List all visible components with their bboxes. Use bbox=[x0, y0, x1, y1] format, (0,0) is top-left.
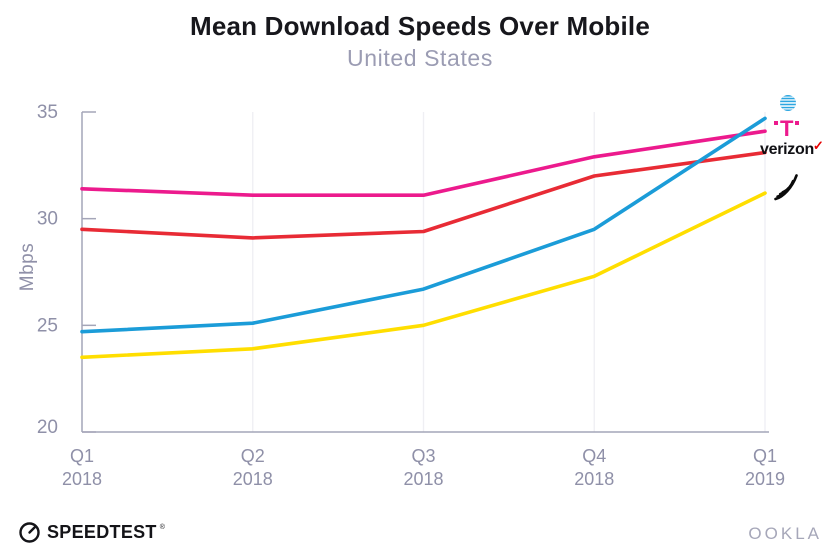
tmobile-right-dot bbox=[795, 121, 800, 125]
y-tick-label: 35 bbox=[37, 102, 58, 123]
x-tick-label: Q1 2019 bbox=[745, 446, 785, 489]
verizon-checkmark-icon: ✓ bbox=[812, 138, 824, 153]
ookla-wordmark: OOKLA bbox=[748, 524, 822, 543]
series-line-tmobile bbox=[80, 129, 767, 197]
tmobile-t-logo: T bbox=[780, 116, 794, 141]
x-tick-label: Q3 2018 bbox=[403, 446, 443, 489]
legend-item-verizon: verizon✓ bbox=[760, 138, 825, 159]
legend-item-sprint bbox=[772, 172, 800, 202]
legend-item-att bbox=[779, 94, 797, 112]
chart-title: Mean Download Speeds Over Mobile bbox=[189, 11, 651, 41]
y-tick-label: 30 bbox=[37, 209, 58, 230]
speedtest-gauge-icon bbox=[19, 522, 40, 543]
series-line-verizon bbox=[80, 150, 767, 240]
att-globe-icon bbox=[780, 95, 796, 111]
att-globe-stripes bbox=[780, 96, 796, 110]
speedtest-logo: SPEEDTEST ® bbox=[18, 521, 168, 544]
x-tick-label: Q1 2018 bbox=[62, 446, 102, 489]
x-tick-label: Q2 2018 bbox=[233, 446, 273, 489]
tmobile-left-dot bbox=[774, 121, 778, 125]
y-axis-label: Mbps bbox=[17, 242, 38, 292]
y-tick-label: 25 bbox=[37, 315, 58, 336]
sprint-feather-icon bbox=[774, 174, 798, 201]
speedtest-trademark: ® bbox=[159, 524, 165, 531]
x-tick-label: Q4 2018 bbox=[574, 446, 614, 489]
legend-item-tmobile: T bbox=[774, 116, 800, 141]
series-line-sprint bbox=[80, 191, 767, 360]
verizon-wordmark: verizon bbox=[760, 141, 814, 158]
y-tick-label: 20 bbox=[37, 417, 58, 438]
speedtest-wordmark: SPEEDTEST bbox=[47, 522, 157, 542]
chart-subtitle: United States bbox=[347, 45, 493, 71]
series-line-att bbox=[80, 116, 767, 334]
